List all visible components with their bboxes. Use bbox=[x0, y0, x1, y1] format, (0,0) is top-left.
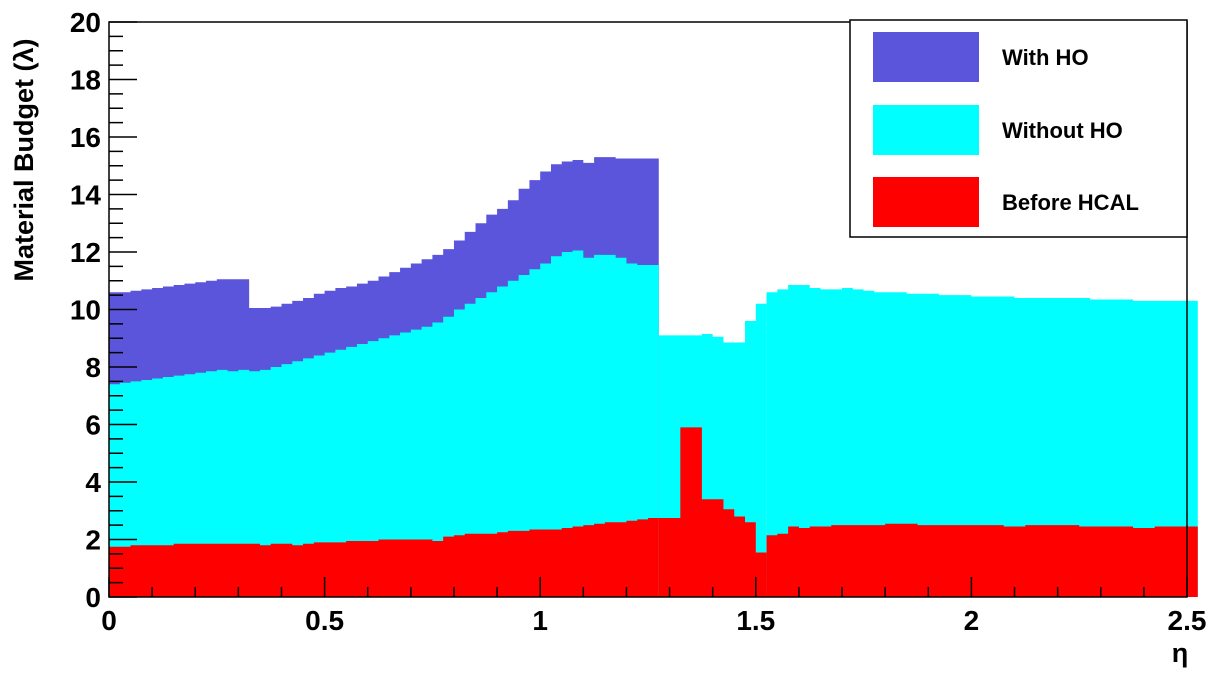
x-tick-label: 1 bbox=[532, 605, 548, 636]
y-axis-title: Material Budget (λ) bbox=[9, 38, 39, 281]
legend-swatch-before-hcal bbox=[873, 177, 979, 227]
series-without-ho-area-2 bbox=[766, 285, 1198, 597]
y-tick-label: 20 bbox=[70, 7, 101, 38]
axes: 0 0.5 1 1.5 2 2.5 0 2 4 6 8 10 12 14 16 18 20 bbox=[70, 7, 1207, 636]
y-tick-label: 8 bbox=[85, 352, 101, 383]
y-tick-label: 2 bbox=[85, 525, 101, 556]
series-layer bbox=[109, 157, 1198, 597]
series-before-hcal-area-1 bbox=[658, 427, 767, 597]
series-before-hcal-area-2 bbox=[766, 523, 1198, 597]
x-axis-title: η bbox=[1172, 638, 1189, 668]
y-tick-label: 16 bbox=[70, 122, 101, 153]
x-tick-label: 2.5 bbox=[1168, 605, 1207, 636]
x-tick-label: 2 bbox=[964, 605, 980, 636]
x-tick-label: 1.5 bbox=[736, 605, 775, 636]
series-without-ho-area-0 bbox=[109, 250, 659, 597]
y-axis-ticks: 0 2 4 6 8 10 12 14 16 18 20 bbox=[70, 7, 137, 613]
x-tick-label: 0.5 bbox=[305, 605, 344, 636]
y-tick-label: 0 bbox=[85, 582, 101, 613]
legend-label-with-ho: With HO bbox=[1002, 45, 1089, 70]
x-axis-ticks: 0 0.5 1 1.5 2 2.5 bbox=[101, 577, 1206, 636]
series-before-hcal-area-0 bbox=[109, 517, 659, 597]
legend: With HO Without HO Before HCAL bbox=[849, 19, 1188, 238]
y-tick-label: 14 bbox=[70, 180, 102, 211]
legend-label-without-ho: Without HO bbox=[1002, 118, 1123, 143]
y-tick-label: 10 bbox=[70, 295, 101, 326]
y-tick-label: 12 bbox=[70, 237, 101, 268]
legend-swatch-with-ho bbox=[873, 32, 979, 82]
plot-area bbox=[109, 157, 1198, 597]
x-tick-label: 0 bbox=[101, 605, 117, 636]
y-tick-label: 18 bbox=[70, 65, 101, 96]
y-tick-label: 6 bbox=[85, 410, 101, 441]
legend-swatch-without-ho bbox=[873, 105, 979, 155]
y-tick-label: 4 bbox=[85, 467, 101, 498]
legend-label-before-hcal: Before HCAL bbox=[1002, 190, 1139, 215]
